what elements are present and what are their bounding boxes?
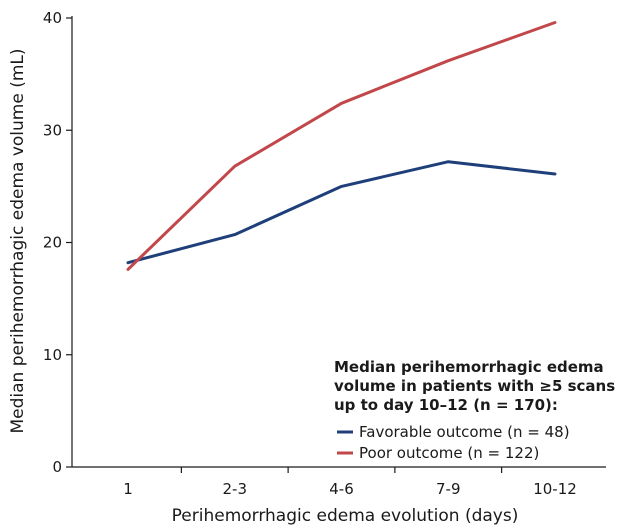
legend-label-poor: Poor outcome (n = 122) bbox=[359, 444, 539, 462]
x-ticks: 1 2-3 4-6 7-9 10-12 bbox=[123, 467, 577, 498]
y-tick-label: 30 bbox=[43, 121, 62, 139]
x-tick-label: 7-9 bbox=[436, 480, 461, 498]
legend-label-favorable: Favorable outcome (n = 48) bbox=[359, 423, 570, 441]
x-tick-label: 4-6 bbox=[329, 480, 354, 498]
y-ticks: 0 10 20 30 40 bbox=[43, 9, 72, 476]
y-tick-label: 40 bbox=[43, 9, 62, 27]
y-axis-title: Median perihemorrhagic edema volume (mL) bbox=[8, 49, 28, 434]
series-line-poor-outcome bbox=[126, 21, 557, 271]
x-axis-title: Perihemorrhagic edema evolution (days) bbox=[172, 506, 519, 526]
y-tick-label: 0 bbox=[52, 458, 62, 476]
x-tick-label: 2-3 bbox=[223, 480, 248, 498]
legend: Median perihemorrhagic edema volume in p… bbox=[334, 358, 615, 462]
legend-title-line-1: Median perihemorrhagic edema bbox=[334, 358, 604, 376]
y-tick-label: 20 bbox=[43, 234, 62, 252]
y-tick-label: 10 bbox=[43, 346, 62, 364]
series-lines bbox=[126, 21, 557, 271]
legend-title-line-2: volume in patients with ≥5 scans bbox=[334, 377, 615, 395]
legend-title-line-3: up to day 10–12 (n = 170): bbox=[334, 396, 558, 414]
x-tick-label: 1 bbox=[123, 480, 133, 498]
series-line-favorable-outcome bbox=[126, 160, 557, 265]
x-tick-label: 10-12 bbox=[533, 480, 577, 498]
